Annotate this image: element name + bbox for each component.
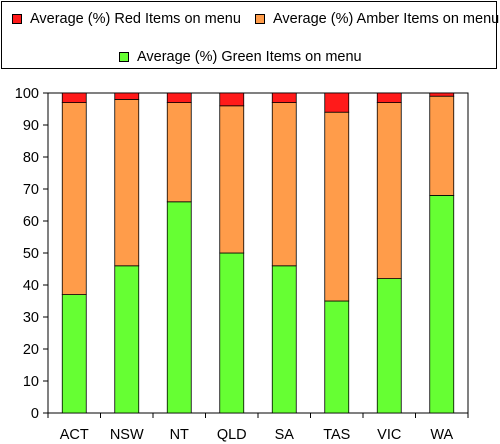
bar-wa-red [429, 92, 455, 97]
bar-act-red [61, 92, 87, 104]
legend-label-green: Average (%) Green Items on menu [137, 49, 362, 65]
y-tick-label: 0 [31, 406, 39, 422]
bar-vic-amber [376, 102, 402, 279]
y-tick-label: 10 [23, 374, 39, 390]
bar-sa-red [271, 92, 297, 104]
legend-item-amber: Average (%) Amber Items on menu [255, 11, 499, 27]
legend-label-amber: Average (%) Amber Items on menu [273, 11, 500, 27]
bar-nsw-green [114, 265, 140, 414]
bar-qld-amber [219, 105, 245, 254]
bar-tas-green [324, 300, 350, 414]
bar-nt-green [166, 201, 192, 414]
y-tick-label: 40 [23, 278, 39, 294]
x-tick-label: VIC [377, 427, 401, 443]
bar-tas-amber [324, 111, 350, 302]
bar-sa-green [271, 265, 297, 414]
bar-nsw-amber [114, 99, 140, 267]
legend-item-red: Average (%) Red Items on menu [12, 11, 241, 27]
legend-label-red: Average (%) Red Items on menu [30, 11, 241, 27]
bar-wa-amber [429, 95, 455, 196]
bar-act-green [61, 294, 87, 414]
y-tick-label: 20 [23, 342, 39, 358]
y-tick-label: 50 [23, 246, 39, 262]
y-tick-label: 90 [23, 118, 39, 134]
bar-qld-red [219, 92, 245, 107]
y-tick-label: 80 [23, 150, 39, 166]
bar-vic-green [376, 278, 402, 414]
legend-swatch-amber [255, 14, 265, 24]
bar-tas-red [324, 92, 350, 113]
legend-swatch-green [119, 52, 129, 62]
bar-nt-red [166, 92, 192, 104]
x-tick-label: TAS [323, 427, 350, 443]
x-tick-label: NSW [110, 427, 144, 443]
bar-sa-amber [271, 102, 297, 267]
bar-nt-amber [166, 102, 192, 203]
chart-legend: Average (%) Red Items on menu Average (%… [1, 1, 499, 69]
y-tick-label: 100 [15, 86, 39, 102]
legend-item-green: Average (%) Green Items on menu [119, 49, 362, 65]
bar-act-amber [61, 102, 87, 295]
x-tick-label: ACT [60, 427, 89, 443]
plot-frame [47, 92, 469, 414]
legend-swatch-red [12, 14, 22, 24]
x-tick-label: NT [170, 427, 189, 443]
bar-wa-green [429, 194, 455, 414]
bar-qld-green [219, 252, 245, 414]
y-tick-label: 60 [23, 214, 39, 230]
bar-nsw-red [114, 92, 140, 100]
y-tick-label: 30 [23, 310, 39, 326]
x-tick-label: QLD [217, 427, 247, 443]
bar-vic-red [376, 92, 402, 104]
y-tick-label: 70 [23, 182, 39, 198]
x-tick-label: SA [275, 427, 295, 443]
x-tick-label: WA [430, 427, 453, 443]
